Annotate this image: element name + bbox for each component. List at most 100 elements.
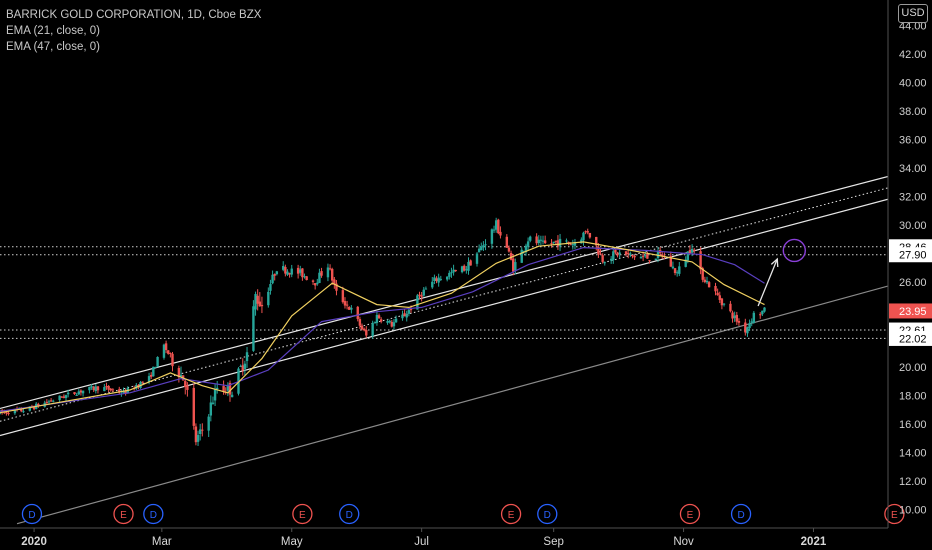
candle-body — [318, 272, 321, 284]
candle-body — [437, 277, 440, 283]
candle-body — [684, 259, 687, 267]
candle-body — [484, 244, 487, 246]
candle-body — [543, 240, 547, 244]
dividend-badge-ring — [730, 503, 752, 525]
candle-body — [290, 268, 293, 275]
candle-body — [177, 367, 181, 378]
candle-body — [88, 386, 91, 391]
candle-body — [52, 400, 55, 402]
candle-body — [362, 328, 366, 331]
candle-body — [616, 252, 619, 256]
earnings-badge[interactable]: E — [113, 503, 134, 525]
target-circle — [782, 238, 807, 263]
y-tick-label: 26.00 — [899, 277, 927, 289]
symbol-title[interactable]: BARRICK GOLD CORPORATION, 1D, Cboe BZX — [6, 9, 262, 21]
candle-body — [737, 320, 741, 323]
x-tick-label: Mar — [152, 536, 172, 548]
dividend-badge[interactable]: D — [730, 503, 752, 525]
candle-body — [226, 384, 230, 391]
candle-body — [482, 245, 485, 248]
candle-body — [420, 295, 423, 297]
earnings-badge[interactable]: E — [292, 503, 313, 525]
candle-body — [388, 320, 391, 323]
candle-body — [686, 251, 690, 261]
candle-body — [62, 396, 66, 398]
candle-body — [490, 229, 494, 244]
candle-body — [435, 278, 438, 282]
y-tick-label: 32.00 — [899, 191, 927, 203]
candle-body — [107, 385, 110, 390]
candle-body — [239, 365, 242, 367]
candle-body — [164, 343, 168, 351]
candle-body — [311, 280, 315, 282]
dividend-badge[interactable]: D — [143, 503, 164, 525]
dividend-badge[interactable]: D — [21, 503, 43, 525]
level-price-label-box — [889, 330, 932, 346]
candle-body — [571, 244, 575, 246]
earnings-badge[interactable]: E — [500, 503, 522, 525]
y-tick-label: 34.00 — [899, 163, 927, 175]
earnings-badge[interactable]: E — [679, 503, 701, 525]
candle-body — [77, 391, 80, 395]
earnings-badge-ring — [292, 503, 313, 525]
candle-body — [37, 403, 40, 407]
candle-body — [379, 319, 383, 322]
candle-body — [431, 281, 434, 288]
candle-body — [403, 313, 406, 317]
candle-body — [492, 229, 496, 231]
candle-body — [326, 267, 330, 278]
candle-body — [644, 255, 647, 257]
earnings-badge-label: E — [299, 510, 306, 521]
candles — [0, 217, 766, 446]
candle-body — [688, 249, 692, 254]
candle-body — [331, 268, 334, 281]
trendline-channel-lower — [0, 198, 888, 437]
ema47-legend[interactable]: EMA (47, close, 0) — [6, 41, 100, 53]
candle-body — [718, 295, 721, 300]
candle-body — [627, 253, 630, 255]
dividend-badge-label: D — [150, 510, 157, 521]
candle-body — [733, 315, 736, 319]
candle-body — [475, 253, 479, 264]
candle-body — [520, 249, 523, 263]
candle-body — [64, 395, 68, 399]
candle-body — [103, 387, 106, 392]
candle-body — [603, 262, 606, 264]
earnings-badge[interactable]: E — [884, 503, 905, 525]
dividend-badge[interactable]: D — [339, 503, 360, 525]
candle-body — [582, 232, 585, 241]
candle-body — [260, 304, 264, 307]
candle-body — [96, 386, 100, 391]
candle-body — [81, 390, 85, 394]
candle-body — [699, 251, 702, 270]
candle-body — [661, 254, 664, 256]
candle-body — [194, 426, 198, 443]
candle-body — [573, 242, 577, 246]
candle-body — [722, 303, 726, 305]
candle-body — [565, 240, 568, 242]
trendline-channel-upper — [0, 175, 888, 410]
currency-button[interactable]: USD — [898, 4, 928, 23]
candle-body — [75, 394, 78, 396]
candle-body — [288, 273, 291, 275]
candle-body — [612, 251, 615, 261]
candle-body — [79, 390, 83, 393]
candle-body — [118, 389, 121, 393]
candle-body — [746, 327, 749, 334]
candle-body — [356, 306, 359, 319]
dividend-badge[interactable]: D — [537, 503, 558, 525]
candle-body — [169, 352, 172, 354]
candle-body — [707, 282, 711, 288]
earnings-badge-ring — [113, 503, 134, 525]
x-tick-label: Jul — [414, 536, 429, 548]
candle-body — [450, 272, 453, 274]
candle-body — [230, 394, 234, 398]
ema21-legend[interactable]: EMA (21, close, 0) — [6, 25, 100, 37]
candle-body — [539, 239, 543, 241]
candle-body — [477, 248, 481, 253]
candle-body — [141, 381, 144, 383]
candle-body — [729, 303, 732, 312]
candle-body — [211, 402, 215, 404]
candle-body — [641, 255, 645, 257]
